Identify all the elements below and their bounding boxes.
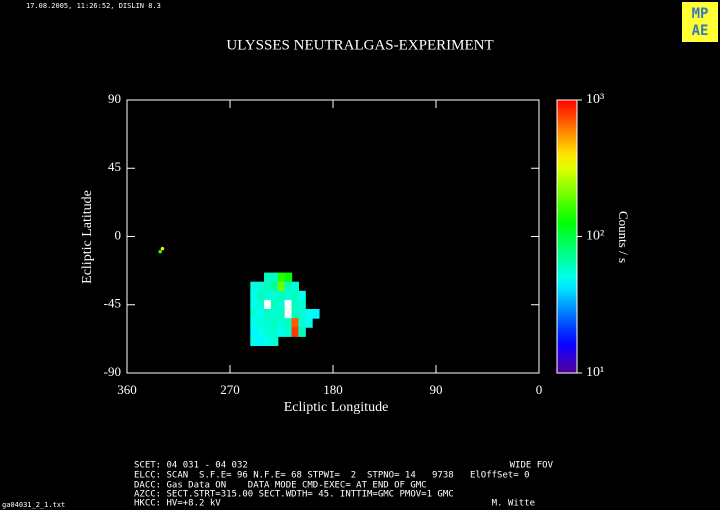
heatmap-cell <box>277 318 286 328</box>
heatmap-cell <box>284 318 293 328</box>
heatmap-cell <box>277 327 286 337</box>
heatmap-cell <box>250 309 258 319</box>
heatmap-cell <box>257 336 265 346</box>
heatmap-cell <box>277 309 286 319</box>
heatmap-cell <box>264 318 272 328</box>
y-tick-label: 0 <box>115 227 122 242</box>
heatmap-cell <box>264 309 272 319</box>
heatmap-cell <box>264 336 272 346</box>
filename: ga04031_2_1.txt <box>2 501 65 509</box>
heatmap-cell <box>277 299 286 310</box>
heatmap-cell <box>298 327 306 337</box>
colorbar-tick-label: 10² <box>586 229 604 244</box>
logo-text: MP <box>692 6 709 22</box>
heatmap-cell <box>298 318 306 328</box>
point <box>160 246 165 251</box>
heatmap-cell <box>270 281 279 292</box>
heatmap-cell <box>291 290 299 301</box>
heatmap-cell <box>264 327 272 337</box>
heatmap-cell <box>250 318 258 328</box>
heatmap-cell <box>270 290 279 301</box>
heatmap-cell <box>312 309 320 319</box>
heatmap-cell <box>270 299 279 310</box>
heatmap-cell <box>277 290 286 301</box>
heatmap-cell <box>250 299 258 310</box>
heatmap-cell <box>250 327 258 337</box>
heatmap-cell <box>257 281 265 292</box>
heatmap-cell <box>250 336 258 346</box>
x-tick-label: 0 <box>536 382 543 397</box>
heatmap-cell <box>305 318 313 328</box>
heatmap-cell <box>305 309 313 319</box>
x-tick-label: 360 <box>117 382 137 397</box>
logo-text: AE <box>692 23 709 39</box>
footer-line: AZCC: SECT.STRT=315.00 SECT.WDTH= 45. IN… <box>134 490 454 500</box>
heatmap-cell <box>298 299 306 310</box>
heatmap-cell <box>264 272 272 283</box>
heatmap-cell <box>257 309 265 319</box>
heatmap-cell <box>270 272 279 283</box>
heatmap-cell <box>291 281 299 292</box>
colorbar-tick-label: 10³ <box>586 92 604 107</box>
heatmap-cell <box>257 290 265 301</box>
y-tick-label: 90 <box>108 91 121 106</box>
heatmap-cell <box>277 272 286 283</box>
footer-line: SCET: 04 031 - 04 032 <box>134 461 248 471</box>
heatmap-cell <box>284 327 293 337</box>
heatmap-cell <box>284 290 293 301</box>
heatmap-cell <box>298 290 306 301</box>
heatmap-cell <box>250 290 258 301</box>
y-tick-label: -90 <box>104 364 121 379</box>
heatmap-cell <box>264 281 272 292</box>
fov: WIDE FOV <box>510 461 554 471</box>
heatmap-cell <box>264 290 272 301</box>
colorbar <box>557 100 577 373</box>
heatmap-cell <box>270 318 279 328</box>
heatmap-cell <box>250 281 258 292</box>
heatmap-cell <box>291 327 299 337</box>
y-tick-label: 45 <box>108 159 121 174</box>
timestamp: 17.08.2005, 11:26:52, DISLIN 8.3 <box>26 2 161 10</box>
heatmap-cell <box>291 318 299 328</box>
x-axis-label: Ecliptic Longitude <box>284 400 389 415</box>
heatmap-cell <box>284 309 293 319</box>
chart-title: ULYSSES NEUTRALGAS-EXPERIMENT <box>226 37 493 53</box>
heatmap-cell <box>270 327 279 337</box>
author: M. Witte <box>492 499 535 509</box>
heatmap-cell <box>291 299 299 310</box>
heatmap-cell <box>257 318 265 328</box>
x-tick-label: 180 <box>323 382 343 397</box>
colorbar-label: Counts / s <box>616 211 631 263</box>
heatmap-cell <box>298 309 306 319</box>
heatmap-cell <box>264 299 272 310</box>
x-tick-label: 90 <box>430 382 443 397</box>
colorbar-tick-label: 10¹ <box>586 365 604 380</box>
heatmap-cell <box>277 281 286 292</box>
y-tick-label: -45 <box>104 296 121 311</box>
heatmap-cell <box>284 299 293 310</box>
point <box>158 249 162 254</box>
footer-line: DACC: Gas Data ON DATA MODE CMD-EXEC= AT… <box>134 481 427 491</box>
footer-line: HKCC: HV=+8.2 kV <box>134 499 221 509</box>
heatmap-cell <box>257 327 265 337</box>
heatmap-cell <box>284 281 293 292</box>
x-tick-label: 270 <box>220 382 240 397</box>
heatmap-cell <box>270 309 279 319</box>
y-axis-label: Ecliptic Latitude <box>80 190 95 284</box>
heatmap-cell <box>291 309 299 319</box>
heatmap-cell <box>257 299 265 310</box>
logo-box <box>682 2 718 42</box>
heatmap-cell <box>284 272 293 283</box>
footer-line: ELCC: SCAN S.F.E= 96 N.F.E= 68 STPWI= 2 … <box>134 471 530 481</box>
heatmap-cell <box>270 336 279 346</box>
